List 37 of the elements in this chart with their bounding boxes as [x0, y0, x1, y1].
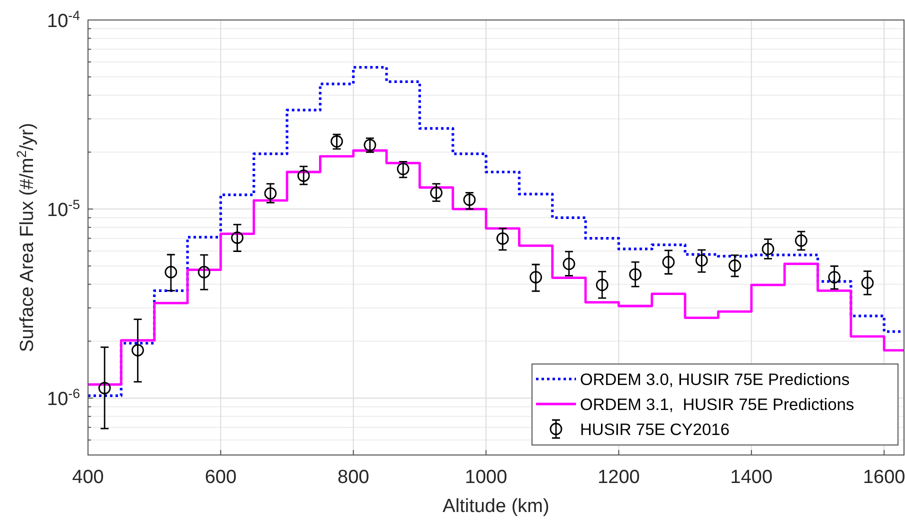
point: [463, 194, 476, 206]
point: [164, 266, 178, 278]
point: [662, 256, 675, 268]
point: [794, 234, 808, 247]
point: [198, 266, 210, 278]
point: [861, 276, 874, 290]
point: [297, 170, 310, 182]
point: [264, 187, 277, 200]
point: [562, 258, 576, 270]
legend-label: ORDEM 3.0, HUSIR 75E Predictions: [580, 371, 850, 389]
point: [132, 344, 144, 356]
y-tick-label: 10$^{-5}$: [47, 196, 80, 222]
point: [629, 268, 642, 281]
point: [231, 232, 244, 244]
x-tick-label: 400: [72, 467, 104, 488]
x-tick-label: 1200: [598, 467, 640, 488]
x-tick-label: 1400: [730, 467, 773, 488]
point: [330, 135, 343, 148]
x-tick-label: 1600: [862, 467, 905, 488]
y-tick-label: 10$^{-4}$: [47, 8, 80, 32]
legend-label: HUSIR 75E CY2016: [580, 421, 730, 439]
point: [828, 271, 841, 284]
point: [496, 232, 509, 245]
point: [530, 271, 542, 284]
x-tick-label: 600: [204, 467, 237, 488]
point: [695, 254, 708, 267]
point: [728, 259, 742, 272]
point: [596, 278, 608, 292]
x-tick-label: 800: [338, 467, 370, 488]
point: [396, 162, 410, 176]
x-axis-title: Altitude (km): [442, 496, 550, 517]
point: [762, 242, 774, 256]
x-tick-label: 1000: [464, 467, 508, 488]
point: [430, 186, 442, 199]
legend-label: ORDEM 3.1, HUSIR 75E Predictions: [580, 396, 854, 414]
point: [98, 382, 111, 394]
y-tick-label: 10$^{-6}$: [47, 386, 80, 410]
